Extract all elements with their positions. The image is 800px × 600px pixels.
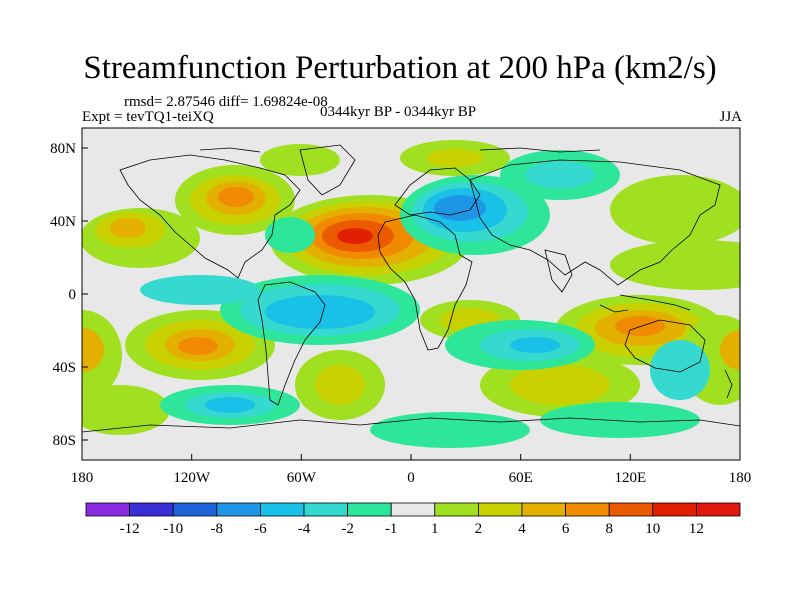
- colorbar-label: 12: [689, 521, 704, 537]
- colorbar-swatch: [347, 502, 392, 517]
- x-tick-label: 120W: [173, 470, 211, 486]
- colorbar-labels: -12 -10 -8 -6 -4 -2 -1 1 2 4 6 8 10 12: [120, 521, 704, 537]
- colorbar-swatch: [259, 502, 305, 517]
- colorbar-swatch: [652, 502, 697, 517]
- y-tick-label: 80S: [53, 433, 76, 449]
- season-label: JJA: [719, 109, 742, 125]
- anomaly-tropical-atlantic-low: [220, 275, 420, 345]
- y-tick-label: 40N: [50, 214, 76, 230]
- colorbar-swatch: [303, 502, 348, 517]
- anomaly-north-america-high: [175, 165, 295, 235]
- colorbar-label: -2: [341, 521, 354, 537]
- y-tick-label: 0: [69, 287, 77, 303]
- x-tick-label: 0: [407, 470, 415, 486]
- colorbar-label: 4: [518, 521, 526, 537]
- colorbar-swatch: [477, 502, 523, 517]
- y-axis-labels: 80N 40N 0 40S 80S: [50, 141, 76, 449]
- colorbar: [85, 502, 741, 517]
- colorbar-swatch: [216, 502, 261, 517]
- colorbar-swatch: [129, 502, 174, 517]
- experiment-label: Expt = tevTQ1-teiXQ: [82, 109, 214, 125]
- axis-ticks: [81, 147, 741, 460]
- anomaly-north-pacific-high: [82, 208, 200, 268]
- colorbar-swatch: [434, 502, 479, 517]
- colorbar-label: 2: [475, 521, 483, 537]
- colorbar-label: -8: [211, 521, 224, 537]
- colorbar-swatch: [608, 502, 654, 517]
- colorbar-label: 1: [431, 521, 439, 537]
- coastlines: [82, 144, 740, 433]
- colorbar-swatch: [390, 502, 436, 517]
- x-tick-label: 180: [71, 470, 94, 486]
- y-tick-label: 40S: [53, 360, 76, 376]
- colorbar-label: 8: [605, 521, 613, 537]
- anomaly-indian-ocean-low: [445, 320, 595, 370]
- anomaly-southern-ocean-low: [160, 385, 300, 425]
- map-title: Streamfunction Perturbation at 200 hPa (…: [83, 50, 717, 86]
- colorbar-label: -12: [120, 521, 140, 537]
- colorbar-label: -6: [254, 521, 267, 537]
- x-tick-label: 180: [729, 470, 752, 486]
- x-tick-label: 120E: [614, 470, 646, 486]
- anomaly-south-pacific-high: [125, 310, 275, 380]
- y-tick-label: 80N: [50, 141, 76, 157]
- colorbar-swatch: [565, 502, 610, 517]
- anomaly-eurasia-low: [400, 175, 550, 255]
- colorbar-label: -4: [298, 521, 311, 537]
- x-tick-label: 60W: [287, 470, 317, 486]
- colorbar-swatch: [696, 502, 741, 517]
- streamfunction-field: [82, 128, 740, 460]
- x-tick-label: 60E: [509, 470, 533, 486]
- colorbar-label: -10: [163, 521, 183, 537]
- period-label: 0344kyr BP - 0344kyr BP: [320, 104, 477, 120]
- colorbar-label: 10: [645, 521, 660, 537]
- stats-label: rmsd= 2.87546 diff= 1.69824e-08: [124, 94, 328, 110]
- colorbar-label: -1: [385, 521, 398, 537]
- colorbar-swatch: [85, 502, 130, 517]
- colorbar-swatch: [172, 502, 218, 517]
- colorbar-swatch: [521, 502, 566, 517]
- x-axis-labels: 180 120W 60W 0 60E 120E 180: [71, 470, 752, 486]
- colorbar-label: 6: [562, 521, 570, 537]
